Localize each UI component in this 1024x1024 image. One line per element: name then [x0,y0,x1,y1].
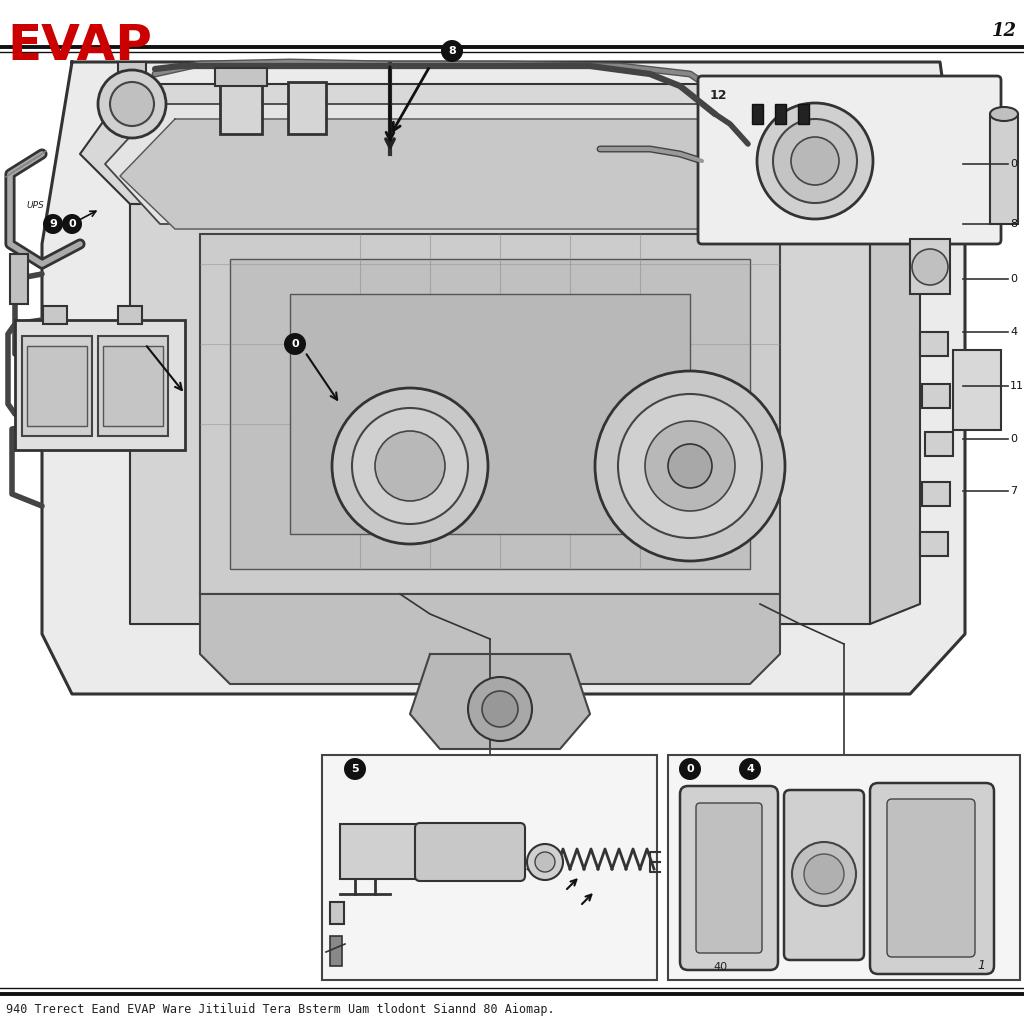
Bar [118,306,142,324]
Text: 0: 0 [1010,159,1017,169]
Text: 0: 0 [1010,434,1017,444]
Polygon shape [80,84,920,204]
Bar [220,82,262,134]
Bar [922,384,950,408]
Bar [118,62,146,84]
Bar [340,824,420,879]
Polygon shape [410,654,590,749]
Text: 5: 5 [351,764,358,774]
Text: 12: 12 [710,89,727,102]
Circle shape [527,844,563,880]
Circle shape [535,852,555,872]
Bar [10,254,28,304]
Polygon shape [120,119,874,229]
Circle shape [468,677,532,741]
Text: 0: 0 [1010,274,1017,284]
Text: 4: 4 [1010,327,1017,337]
Circle shape [332,388,488,544]
Bar [798,104,809,124]
Text: 40: 40 [713,962,727,972]
FancyBboxPatch shape [680,786,778,970]
Text: 0: 0 [686,764,694,774]
Bar [98,336,168,436]
Circle shape [757,103,873,219]
Text: 0: 0 [69,219,76,229]
Bar [920,332,948,356]
Bar [330,936,342,966]
Bar [200,234,780,594]
Polygon shape [42,62,965,694]
Circle shape [43,214,63,234]
Circle shape [773,119,857,203]
Polygon shape [130,204,870,624]
FancyBboxPatch shape [668,755,1020,980]
Circle shape [595,371,785,561]
Bar [953,350,1001,430]
Bar [103,346,163,426]
Bar [752,104,763,124]
Circle shape [352,408,468,524]
Polygon shape [870,84,920,624]
Circle shape [98,70,166,138]
Bar [925,432,953,456]
FancyBboxPatch shape [784,790,864,961]
Text: EVAP: EVAP [7,22,152,70]
Circle shape [62,214,82,234]
Bar [230,259,750,569]
Bar [288,82,326,134]
FancyBboxPatch shape [415,823,525,881]
Text: UPS: UPS [27,202,44,211]
Bar [290,294,690,534]
Circle shape [804,854,844,894]
Text: 9: 9 [49,219,57,229]
FancyBboxPatch shape [322,755,657,980]
Bar [910,239,950,294]
Circle shape [482,691,518,727]
Circle shape [791,137,839,185]
Circle shape [912,249,948,285]
Text: 1: 1 [977,959,985,972]
Circle shape [110,82,154,126]
Bar [22,336,92,436]
Ellipse shape [990,106,1018,121]
Circle shape [645,421,735,511]
FancyBboxPatch shape [887,799,975,957]
FancyBboxPatch shape [870,783,994,974]
Text: 0: 0 [291,339,299,349]
Text: 8: 8 [1010,219,1017,229]
FancyBboxPatch shape [698,76,1001,244]
Circle shape [441,40,463,62]
Bar [43,306,67,324]
Text: 8: 8 [449,46,456,56]
Polygon shape [105,104,895,224]
Text: 940 Trerect Eand EVAP Ware Jitiluid Tera Bsterm Uam tlodont Siannd 80 Aiomap.: 940 Trerect Eand EVAP Ware Jitiluid Tera… [6,1004,555,1017]
Bar [215,68,267,86]
Text: 12: 12 [992,22,1017,40]
FancyBboxPatch shape [696,803,762,953]
Circle shape [792,842,856,906]
Circle shape [668,444,712,488]
Text: 7: 7 [1010,486,1017,496]
Bar [920,532,948,556]
Bar [922,482,950,506]
Text: 4: 4 [746,764,754,774]
Bar [330,902,344,924]
Bar [27,346,87,426]
Text: 11: 11 [1010,381,1024,391]
Bar [990,114,1018,224]
Bar [775,104,786,124]
Circle shape [284,333,306,355]
Circle shape [375,431,445,501]
Circle shape [618,394,762,538]
Circle shape [344,758,366,780]
Bar [15,319,185,450]
Circle shape [739,758,761,780]
Polygon shape [200,594,780,684]
Circle shape [679,758,701,780]
